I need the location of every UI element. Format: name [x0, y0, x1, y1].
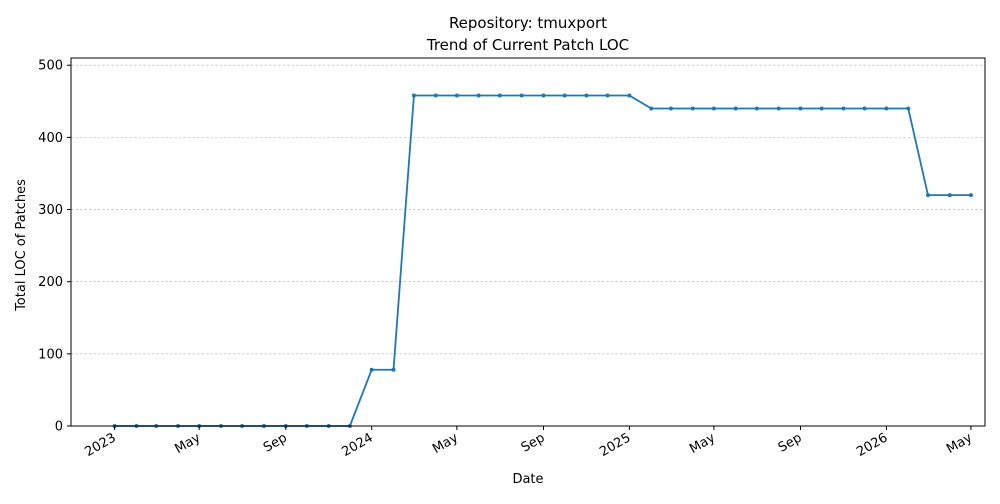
data-point [627, 93, 632, 98]
x-tick-label: Sep [776, 430, 805, 455]
x-tick-label: 2023 [82, 430, 118, 460]
x-tick-label: Sep [261, 430, 290, 455]
data-point [497, 93, 502, 98]
series-line-group [114, 94, 971, 427]
y-axis-label: Total LOC of Patches [14, 179, 29, 312]
data-point [605, 93, 610, 98]
x-tick-label: Sep [519, 430, 548, 455]
data-point [454, 93, 459, 98]
data-point [519, 93, 524, 98]
data-point [649, 106, 654, 111]
y-tick-label: 500 [38, 59, 63, 74]
data-point [798, 106, 803, 111]
data-point [947, 193, 952, 198]
data-point [562, 93, 567, 98]
y-tick-label: 100 [38, 347, 63, 362]
plot-area-frame [70, 57, 986, 427]
x-tick-label: May [944, 430, 975, 457]
y-tick-label: 300 [38, 203, 63, 218]
data-point [968, 193, 973, 198]
data-points [112, 93, 973, 428]
data-point [369, 367, 374, 372]
data-point [433, 93, 438, 98]
data-point [841, 106, 846, 111]
data-point [668, 106, 673, 111]
chart-subtitle: Trend of Current Patch LOC [426, 36, 629, 54]
data-point [690, 106, 695, 111]
data-point [862, 106, 867, 111]
chart-title: Repository: tmuxport [449, 14, 607, 32]
data-point [584, 93, 589, 98]
x-axis-label: Date [512, 472, 543, 487]
data-point [391, 367, 396, 372]
x-tick-label: 2025 [597, 430, 633, 460]
y-axis: 0 100 200 300 400 500 [38, 59, 71, 435]
gridlines [71, 64, 985, 427]
data-point [906, 106, 911, 111]
data-point [884, 106, 889, 111]
data-point [754, 106, 759, 111]
y-tick-label: 400 [38, 131, 63, 146]
x-tick-label: May [430, 430, 461, 457]
y-tick-label: 200 [38, 275, 63, 290]
data-point [733, 106, 738, 111]
data-point [925, 193, 930, 198]
x-axis: 2023 May Sep 2024 May Sep 2025 May Sep 2026 May [82, 426, 975, 460]
data-point [411, 93, 416, 98]
data-point [476, 93, 481, 98]
data-point [711, 106, 716, 111]
data-point [541, 93, 546, 98]
data-point [819, 106, 824, 111]
x-tick-label: 2024 [340, 430, 376, 460]
series-line [114, 94, 971, 427]
x-tick-label: May [687, 430, 718, 457]
x-tick-label: May [172, 430, 203, 457]
y-tick-label: 0 [55, 420, 63, 435]
x-tick-label: 2026 [854, 430, 890, 460]
data-point [776, 106, 781, 111]
